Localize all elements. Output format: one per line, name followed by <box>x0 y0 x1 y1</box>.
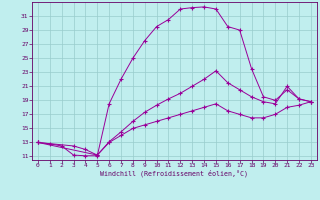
X-axis label: Windchill (Refroidissement éolien,°C): Windchill (Refroidissement éolien,°C) <box>100 170 248 177</box>
